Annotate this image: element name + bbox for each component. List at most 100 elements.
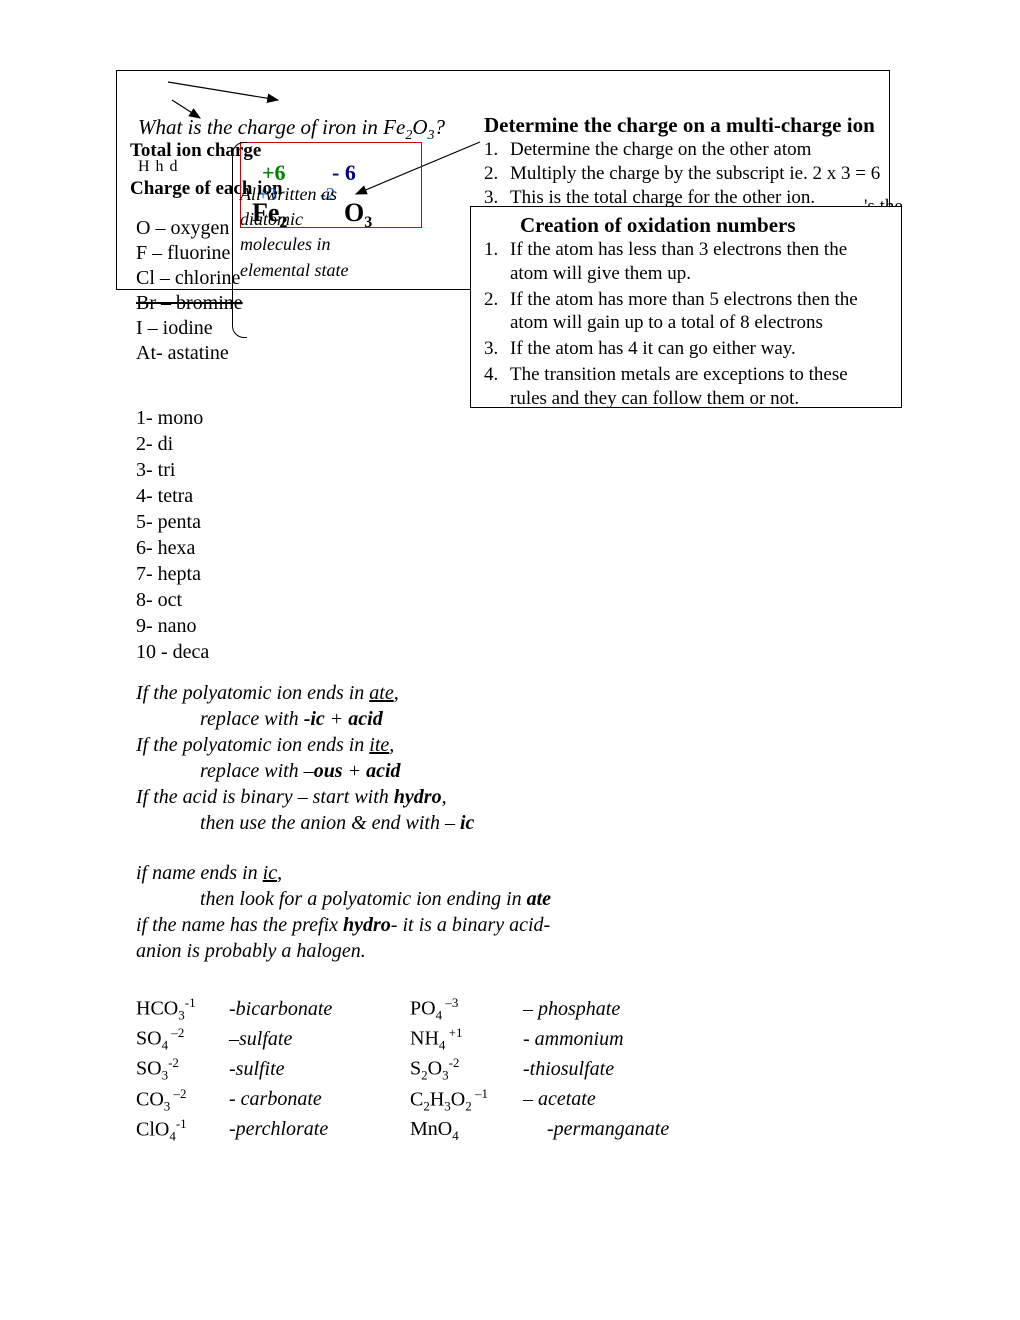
ion-mno4: MnO4 <box>410 1116 518 1145</box>
r1l1u: ate <box>369 682 393 704</box>
ox-2: If the atom has more than 5 electrons th… <box>510 288 886 336</box>
ion-c2h3o2-name: – acetate <box>523 1086 596 1113</box>
t: SO <box>136 1028 162 1050</box>
m: O <box>428 1058 442 1080</box>
r1l1a: If the polyatomic ion ends in <box>136 682 369 704</box>
t: NH <box>410 1028 439 1050</box>
s: 4 <box>452 1128 459 1143</box>
ion-mno4-name: -permanganate <box>547 1116 669 1143</box>
ion-co3: CO3 –2 <box>136 1085 224 1115</box>
ion-table: HCO3-1 -bicarbonate PO4 –3 – phosphate S… <box>136 994 669 1145</box>
q-end: ? <box>435 115 446 139</box>
note-l3: molecules in <box>240 232 348 257</box>
ox-4: The transition metals are exceptions to … <box>510 363 886 411</box>
r2l4: anion is probably a halogen. <box>136 938 836 964</box>
el-o: O – oxygen <box>136 216 243 241</box>
question-text: What is the charge of iron in Fe <box>138 115 405 139</box>
r1l3u: ite <box>369 734 389 756</box>
on2: 2. <box>484 288 510 312</box>
r1l2a: replace with <box>200 708 304 730</box>
det-3: This is the total charge for the other i… <box>510 187 815 208</box>
ion-so3-name: -sulfite <box>229 1056 405 1083</box>
t: HCO <box>136 998 178 1020</box>
oxidation-title: Creation of oxidation numbers <box>520 213 796 238</box>
ion-po4: PO4 –3 <box>410 994 518 1024</box>
a: C <box>410 1088 423 1110</box>
r1l1b: , <box>394 682 399 704</box>
p1: 1- mono <box>136 405 209 431</box>
el-at: At- astatine <box>136 341 243 366</box>
ion-clo4: ClO4-1 <box>136 1115 224 1145</box>
ion-so3: SO3-2 <box>136 1054 224 1084</box>
r2l2b: ate <box>527 888 551 910</box>
q-sub2: 3 <box>428 128 435 143</box>
ion-c2h3o2: C2H3O2 –1 <box>410 1085 518 1115</box>
p3: 3- tri <box>136 457 209 483</box>
p5: 5- penta <box>136 509 209 535</box>
ion-po4-name: – phosphate <box>523 996 620 1023</box>
r1l2b: -ic <box>304 708 325 730</box>
note-l4: elemental state <box>240 258 348 283</box>
o-sub: 3 <box>364 214 372 231</box>
r1l4c: + <box>343 760 367 782</box>
c2: O <box>451 1088 465 1110</box>
t: ClO <box>136 1118 169 1140</box>
p8: 8- oct <box>136 587 209 613</box>
diatomic-note: All written as diatomic molecules in ele… <box>240 182 348 283</box>
r1l4a: replace with – <box>200 760 314 782</box>
r2l1b: , <box>277 862 282 884</box>
determine-list: 1.Determine the charge on the other atom… <box>484 138 880 209</box>
el-f: F – fluorine <box>136 241 243 266</box>
r1l4b: ous <box>314 760 343 782</box>
note-l1: All written as <box>240 182 348 207</box>
oxidation-list: 1.If the atom has less than 3 electrons … <box>484 238 894 412</box>
el-i: I – iodine <box>136 316 243 341</box>
ion-so4: SO4 –2 <box>136 1024 224 1054</box>
t: S <box>410 1058 421 1080</box>
ion-s2o3: S2O3-2 <box>410 1054 518 1084</box>
acid-rules-1: If the polyatomic ion ends in ate, repla… <box>136 680 836 836</box>
c: -2 <box>449 1055 460 1070</box>
det-2: Multiply the charge by the subscript ie.… <box>510 163 880 184</box>
c: -1 <box>185 995 196 1010</box>
r2l3b: hydro <box>343 914 391 936</box>
r1l5b: hydro <box>394 786 442 808</box>
p9: 9- nano <box>136 613 209 639</box>
c: –2 <box>168 1025 184 1040</box>
acid-rules-2: if name ends in ic, then look for a poly… <box>136 860 836 964</box>
r1l3b: , <box>389 734 394 756</box>
p7: 7- hepta <box>136 561 209 587</box>
r2l1u: ic <box>263 862 277 884</box>
ion-hco3-name: -bicarbonate <box>229 996 405 1023</box>
c: –1 <box>472 1086 488 1101</box>
det-1: Determine the charge on the other atom <box>510 139 811 160</box>
t: PO <box>410 998 436 1020</box>
n1: 1. <box>484 138 510 162</box>
p2: 2- di <box>136 431 209 457</box>
r2l2a: then look for a polyatomic ion ending in <box>200 888 527 910</box>
r2l3c: - it is a binary acid- <box>391 914 550 936</box>
r1l5c: , <box>442 786 447 808</box>
determine-title: Determine the charge on a multi-charge i… <box>484 113 875 138</box>
on3: 3. <box>484 337 510 361</box>
r1l2c: + <box>325 708 349 730</box>
r2l3a: if the name has the prefix <box>136 914 343 936</box>
note-l2: diatomic <box>240 207 348 232</box>
r1l4d: acid <box>366 760 400 782</box>
r1l3a: If the polyatomic ion ends in <box>136 734 369 756</box>
c: +1 <box>445 1025 462 1040</box>
c: –2 <box>170 1086 186 1101</box>
ion-nh4-name: - ammonium <box>523 1026 624 1053</box>
c: –3 <box>442 995 458 1010</box>
t: CO <box>136 1088 164 1110</box>
r2l1a: if name ends in <box>136 862 263 884</box>
r1l6a: then use the anion & end with – <box>200 812 460 834</box>
n2: 2. <box>484 162 510 186</box>
ion-co3-name: - carbonate <box>229 1086 405 1113</box>
ion-s2o3-name: -thiosulfate <box>523 1056 614 1083</box>
t: SO <box>136 1058 162 1080</box>
r1l6b: ic <box>460 812 474 834</box>
r1l5a: If the acid is binary – start with <box>136 786 394 808</box>
on1: 1. <box>484 238 510 262</box>
p10: 10 - deca <box>136 639 209 665</box>
